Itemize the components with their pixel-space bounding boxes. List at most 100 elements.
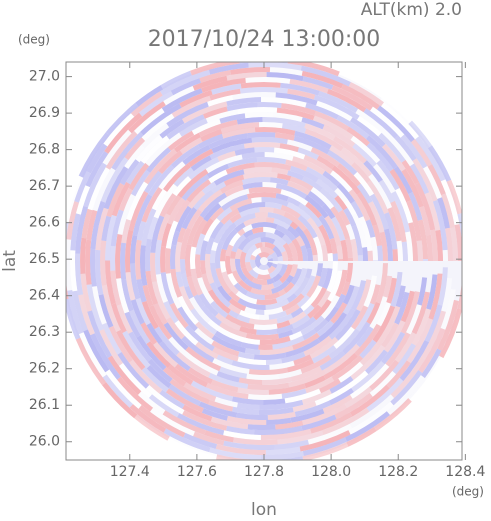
field-cell xyxy=(309,337,339,359)
field-cell xyxy=(383,320,406,353)
field-cell xyxy=(419,206,431,236)
field-cell xyxy=(142,284,154,307)
field-cell xyxy=(193,294,205,309)
field-cell xyxy=(141,300,159,330)
field-cell xyxy=(263,398,286,406)
field-cell xyxy=(319,187,343,213)
field-cell xyxy=(170,78,202,96)
field-cell xyxy=(386,277,397,304)
field-cell xyxy=(424,304,443,343)
field-cell xyxy=(281,293,305,312)
field-cell xyxy=(177,227,187,243)
field-cell xyxy=(427,145,452,182)
field-cell xyxy=(221,194,249,211)
field-cell xyxy=(345,262,353,283)
field-cell xyxy=(200,218,214,236)
field-cell xyxy=(80,273,92,312)
field-cell xyxy=(248,367,288,376)
field-cell xyxy=(179,90,213,108)
field-cell xyxy=(266,217,275,224)
field-cell xyxy=(268,383,306,395)
field-cell xyxy=(67,290,84,335)
field-cell xyxy=(412,158,438,202)
field-cell xyxy=(289,221,299,230)
field-cell xyxy=(260,237,276,245)
field-cell xyxy=(165,248,171,274)
field-cell xyxy=(225,244,234,257)
field-cell xyxy=(333,326,355,349)
field-cell xyxy=(129,359,163,394)
field-cell xyxy=(321,203,336,220)
field-cell xyxy=(236,412,268,421)
field-cell xyxy=(78,132,110,178)
field-cell xyxy=(376,302,391,327)
field-cell xyxy=(299,430,351,452)
field-cell xyxy=(215,312,241,331)
field-cell xyxy=(283,282,295,294)
field-cell xyxy=(385,332,411,367)
field-cell xyxy=(165,273,182,309)
field-cell xyxy=(370,284,381,305)
field-cell xyxy=(187,148,214,167)
field-cell xyxy=(316,100,353,122)
field-cell xyxy=(230,250,237,259)
field-cell xyxy=(265,298,290,310)
field-cell xyxy=(226,71,267,81)
y-tick-label: 26.1 xyxy=(29,397,60,413)
field-cell xyxy=(315,178,339,199)
y-tick-label: 26.2 xyxy=(29,361,60,377)
field-cell xyxy=(330,170,353,193)
field-cell xyxy=(154,326,180,356)
field-cell xyxy=(175,271,184,288)
y-tick-label: 26.3 xyxy=(29,324,60,340)
field-cell xyxy=(400,134,428,169)
field-cell xyxy=(317,267,328,288)
field-cell xyxy=(176,351,211,378)
field-cell xyxy=(126,181,149,221)
field-cell xyxy=(321,407,370,436)
field-cell xyxy=(147,216,159,240)
field-cell xyxy=(300,315,325,336)
field-cell xyxy=(239,326,257,335)
field-cell xyxy=(237,236,251,251)
field-cell xyxy=(393,166,413,195)
field-cell xyxy=(355,302,375,332)
field-cell xyxy=(392,343,416,375)
field-cell xyxy=(336,183,355,204)
field-cell xyxy=(349,384,390,417)
field-cell xyxy=(104,260,116,305)
field-cell xyxy=(242,237,262,254)
field-cell xyxy=(313,236,323,261)
field-cell xyxy=(294,400,331,417)
field-cell xyxy=(305,376,335,394)
field-cell xyxy=(181,335,215,363)
field-cell xyxy=(302,437,347,456)
field-cell xyxy=(167,197,186,225)
field-cell xyxy=(211,241,219,251)
field-cell xyxy=(199,260,207,275)
field-cell xyxy=(70,250,78,292)
field-cell xyxy=(330,206,350,240)
field-cell xyxy=(317,290,331,308)
field-cell xyxy=(319,350,346,371)
field-cell xyxy=(208,372,249,389)
field-cell xyxy=(267,411,296,420)
field-cell xyxy=(211,334,246,353)
field-cell xyxy=(102,322,122,355)
field-cell xyxy=(329,237,338,254)
field-cell xyxy=(72,290,88,332)
field-cell xyxy=(303,304,315,316)
field-cell xyxy=(237,387,269,395)
field-cell xyxy=(223,430,261,440)
field-cell xyxy=(392,249,399,261)
field-cell xyxy=(209,282,231,308)
field-cell xyxy=(273,218,291,230)
field-cell xyxy=(246,373,280,380)
field-cell xyxy=(139,245,148,286)
field-cell xyxy=(358,216,373,252)
field-cell xyxy=(128,101,166,134)
field-cell xyxy=(256,328,277,336)
field-cell xyxy=(278,369,303,379)
field-cell xyxy=(180,227,192,260)
field-cell xyxy=(312,299,332,321)
